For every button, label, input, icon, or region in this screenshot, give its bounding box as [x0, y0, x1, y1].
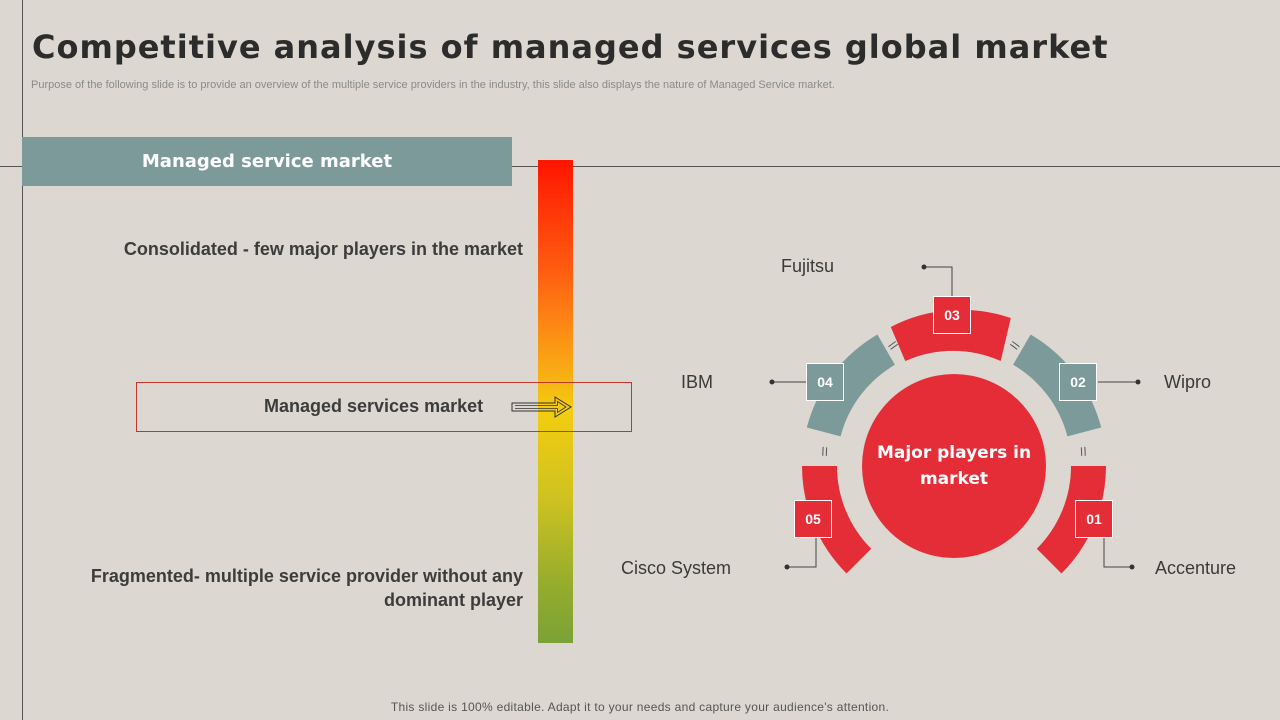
- player-accenture: Accenture: [1155, 558, 1237, 578]
- badge-03: 03: [933, 296, 971, 334]
- segment-04-arc: [806, 334, 895, 437]
- player-leader-lines: [772, 266, 1138, 568]
- player-fujitsu: Fujitsu: [781, 256, 835, 276]
- badge-05: 05: [794, 500, 832, 538]
- leader-dots: [769, 264, 1141, 570]
- player-wipro: Wipro: [1164, 372, 1212, 392]
- fragmented-label: Fragmented- multiple service provider wi…: [90, 566, 523, 610]
- page-subtitle: Purpose of the following slide is to pro…: [31, 79, 835, 91]
- leader-cisco: [787, 538, 817, 568]
- dot-fujitsu: [921, 264, 927, 270]
- segment-03-arc: [890, 309, 1011, 361]
- badge-01: 01: [1075, 500, 1113, 538]
- cycle-connector-arcs: [822, 341, 1086, 456]
- page-title: Competitive analysis of managed services…: [32, 28, 1109, 66]
- segment-01-arc: [1036, 466, 1106, 574]
- managed-services-market-label: Managed services market: [264, 396, 484, 416]
- consolidated-label: Consolidated - few major players in the …: [123, 239, 523, 259]
- dot-ibm: [769, 379, 775, 385]
- center-circle: [862, 374, 1046, 558]
- footer-note: This slide is 100% editable. Adapt it to…: [390, 700, 890, 714]
- leader-fujitsu: [924, 266, 953, 296]
- dot-cisco: [784, 564, 790, 570]
- header-divider-line: [0, 166, 1280, 167]
- badge-04: 04: [806, 363, 844, 401]
- segment-02-arc: [1013, 334, 1102, 437]
- player-ibm: IBM: [681, 372, 714, 392]
- managed-services-market-box: [136, 382, 632, 432]
- center-label: Major players in market: [876, 443, 1032, 489]
- double-arrow-right-icon: [511, 396, 572, 418]
- dot-accenture: [1129, 564, 1135, 570]
- left-guide-line: [22, 0, 23, 720]
- leader-accenture: [1103, 538, 1132, 568]
- player-cisco-system: Cisco System: [621, 558, 732, 578]
- managed-service-market-header: Managed service market: [22, 137, 512, 186]
- dot-wipro: [1135, 379, 1141, 385]
- badge-02: 02: [1059, 363, 1097, 401]
- segment-05-arc: [802, 466, 872, 574]
